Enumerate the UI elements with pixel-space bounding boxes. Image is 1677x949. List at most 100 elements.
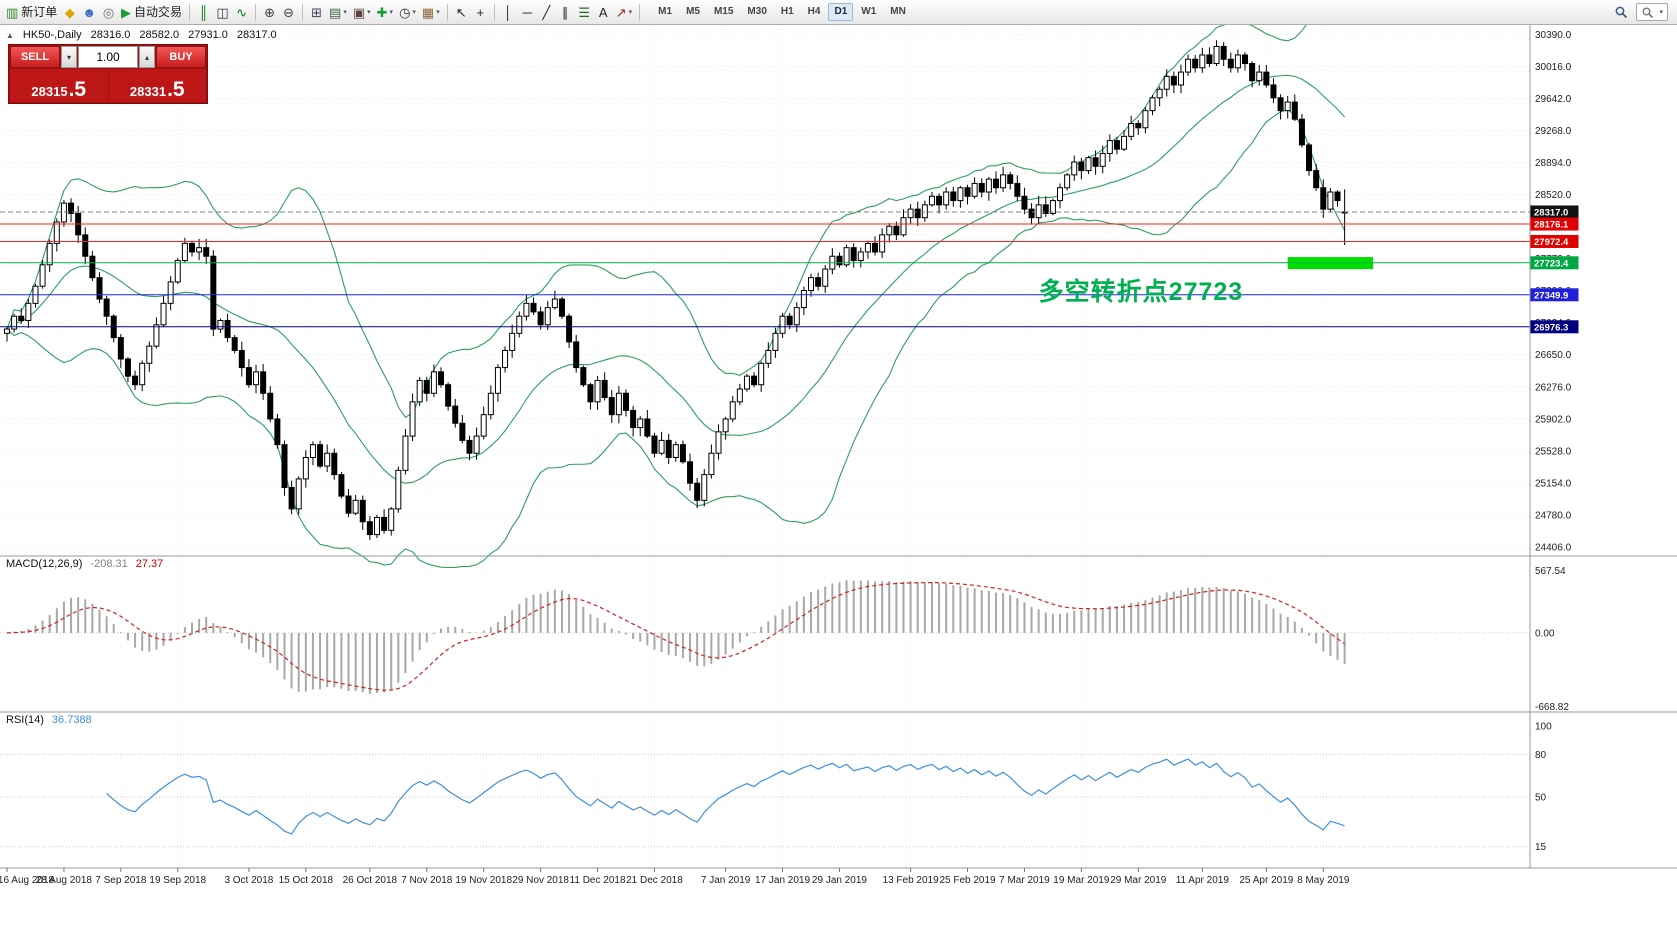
svg-text:80: 80: [1535, 750, 1547, 761]
time-axis-label: 19 Sep 2018: [149, 875, 206, 886]
volume-increase-button[interactable]: ▴: [139, 46, 155, 68]
indicators-button[interactable]: ✚ ▾: [374, 2, 396, 22]
text-label-button[interactable]: A: [594, 2, 613, 22]
candle: [601, 372, 608, 401]
volume-decrease-button[interactable]: ▾: [61, 46, 77, 68]
trendline-button[interactable]: ╱: [537, 2, 556, 22]
candle: [110, 314, 117, 343]
cascade-windows-button[interactable]: ▣ ▾: [350, 2, 374, 22]
mql5-community-button[interactable]: ☻: [79, 2, 99, 22]
price-axis[interactable]: 30390.0 30016.0 29642.0 29268.0 28894.0 28520…: [1530, 30, 1579, 853]
sell-price-main: 28315: [31, 84, 68, 99]
equidistant-channel-button[interactable]: ∥: [556, 2, 575, 22]
arrange-windows-button[interactable]: ▤ ▾: [326, 2, 350, 22]
macd-header: MACD(12,26,9) -208.31 27.37: [6, 558, 163, 570]
new-order-button[interactable]: ▥ 新订单: [3, 2, 60, 22]
periods-button[interactable]: ◷ ▾: [396, 2, 419, 22]
svg-text:28520.0: 28520.0: [1535, 190, 1572, 201]
timeframe-m5-button[interactable]: M5: [686, 6, 700, 17]
candle: [4, 327, 10, 342]
candle: [96, 272, 103, 304]
candle: [231, 334, 238, 354]
vertical-line-button[interactable]: │: [499, 2, 518, 22]
timeframe-h4-button[interactable]: H4: [807, 6, 821, 17]
candle: [651, 432, 658, 458]
volume-input[interactable]: [79, 47, 137, 67]
sell-price[interactable]: 28315.5: [10, 69, 108, 102]
arrow-objects-button[interactable]: ↗ ▾: [613, 2, 635, 22]
search-box[interactable]: ▾: [1636, 3, 1668, 21]
bollinger-lower-band: [6, 109, 1346, 569]
chart-candles-button[interactable]: ◫: [213, 2, 232, 22]
timeframe-d1-button[interactable]: D1: [828, 3, 854, 21]
templates-dropdown-caret-icon: ▾: [436, 8, 440, 16]
timeframe-m1-button[interactable]: M1: [658, 6, 673, 17]
candle: [914, 201, 921, 226]
fibonacci-icon: ☰: [578, 4, 591, 20]
search-symbol-button[interactable]: [1611, 2, 1631, 22]
autotrading-button[interactable]: ▶ 自动交易: [118, 2, 185, 22]
candle: [936, 193, 943, 214]
candle: [103, 295, 110, 325]
timeframe-toolbar: M1 M5 M15 M30 H1 H4 D1 W1 MN: [652, 3, 912, 21]
candle: [1121, 129, 1128, 152]
candle: [146, 341, 153, 372]
cursor-button[interactable]: ↖: [452, 2, 471, 22]
candle: [822, 265, 829, 293]
candle: [1334, 190, 1341, 207]
support-button[interactable]: ◎: [99, 2, 118, 22]
candle: [60, 200, 67, 227]
tile-windows-icon: ⊞: [311, 4, 322, 20]
candle: [1035, 195, 1042, 224]
zoom-in-button[interactable]: ⊕: [260, 2, 279, 22]
crosshair-button[interactable]: +: [471, 2, 490, 22]
horizontal-line-button[interactable]: ─: [518, 2, 537, 22]
candle: [751, 372, 758, 388]
fibonacci-button[interactable]: ☰: [575, 2, 594, 22]
price-tag: [1530, 205, 1579, 219]
subwindow-collapse-icon[interactable]: ▲: [6, 30, 14, 40]
macd-label: MACD(12,26,9): [6, 558, 83, 570]
candle: [807, 273, 814, 297]
toolbar-separator: [255, 3, 257, 21]
candle: [1192, 54, 1199, 73]
buy-price[interactable]: 28331.5: [108, 69, 206, 102]
price-tag: [1530, 288, 1579, 302]
chart-line-button[interactable]: ∿: [232, 2, 251, 22]
timeframe-m15-button[interactable]: M15: [713, 6, 734, 17]
zoom-out-button[interactable]: ⊖: [279, 2, 298, 22]
rsi-label: RSI(14): [6, 714, 44, 726]
symbol-period-label: HK50-,Daily: [22, 29, 82, 41]
svg-text:24406.0: 24406.0: [1535, 542, 1572, 553]
candle: [1135, 120, 1142, 135]
candle: [210, 250, 217, 337]
candle: [409, 393, 416, 442]
chart-bars-button[interactable]: ║: [194, 2, 213, 22]
templates-button[interactable]: ▦ ▾: [419, 2, 443, 22]
horizontal-line-icon: ─: [522, 4, 532, 20]
candle: [295, 476, 302, 515]
arrange-windows-dropdown-caret-icon: ▾: [343, 8, 347, 16]
arrow-objects-dropdown-caret-icon: ▾: [628, 8, 633, 16]
metaeditor-button[interactable]: ◆: [60, 2, 79, 22]
timeframe-m30-button[interactable]: M30: [747, 6, 767, 17]
candle: [1185, 54, 1192, 76]
new-order-icon: ▥: [6, 4, 19, 20]
candle: [665, 433, 672, 464]
tile-windows-button[interactable]: ⊞: [307, 2, 326, 22]
candle: [658, 431, 665, 456]
timeframe-w1-button[interactable]: W1: [861, 6, 877, 17]
candle: [978, 178, 985, 198]
candle: [644, 409, 651, 439]
timeframe-h1-button[interactable]: H1: [780, 6, 794, 17]
candle: [1057, 183, 1064, 209]
price-tag-label: 27349.9: [1534, 290, 1568, 301]
buy-button[interactable]: BUY: [156, 46, 206, 68]
turning-point-annotation[interactable]: 多空转折点27723: [1038, 278, 1244, 307]
timeframe-mn-button[interactable]: MN: [890, 6, 906, 17]
sell-button[interactable]: SELL: [10, 46, 60, 68]
time-axis-label: 7 Jan 2019: [701, 875, 751, 886]
candle: [843, 244, 850, 268]
